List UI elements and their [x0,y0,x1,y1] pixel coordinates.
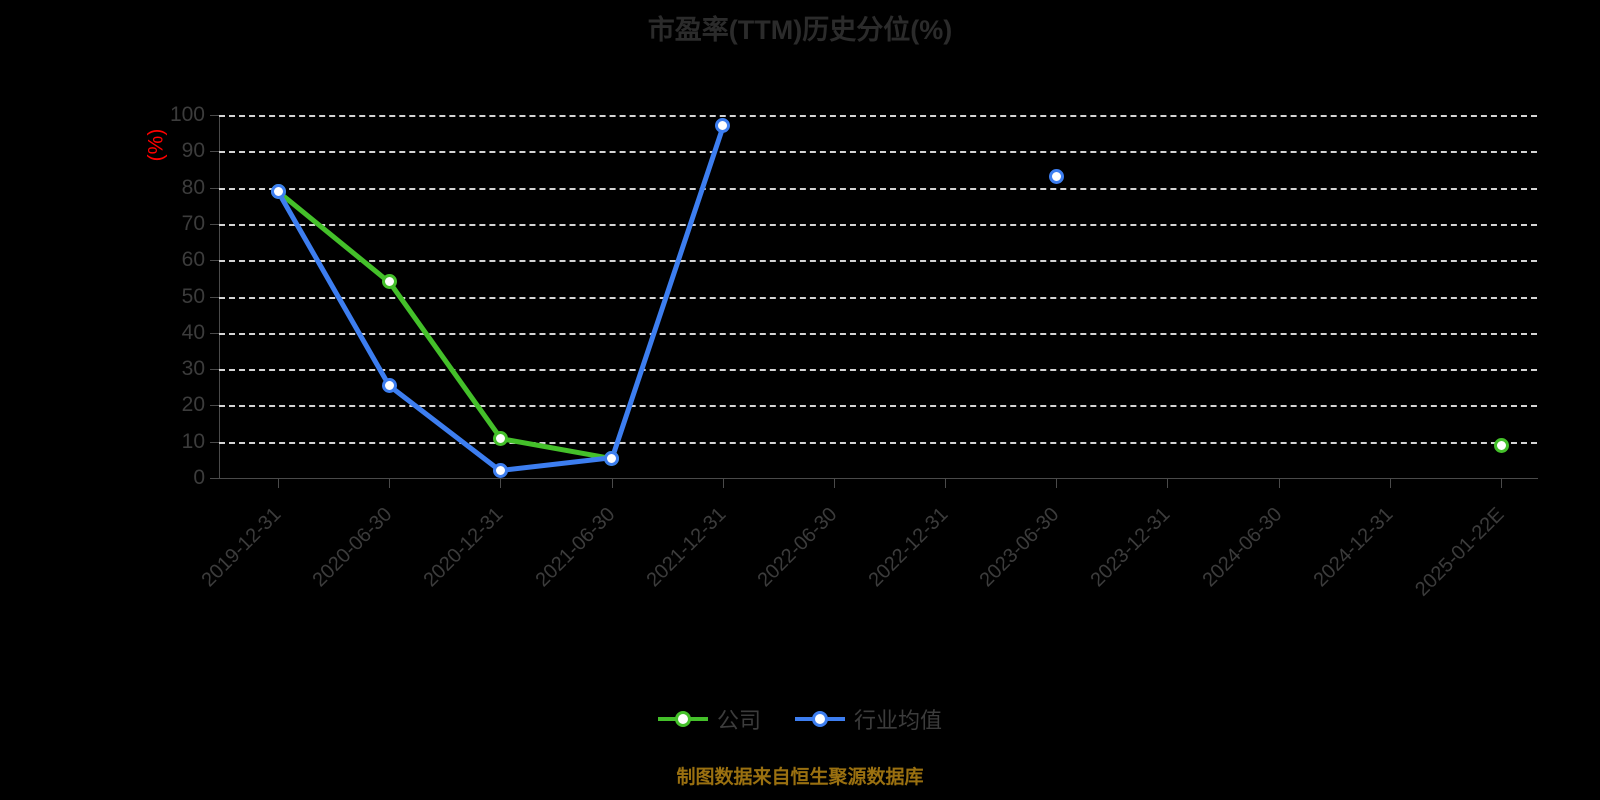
y-tick-label: 90 [181,139,205,163]
x-tick-label: 2022-12-31 [864,503,953,592]
gridline-60 [219,260,1537,263]
y-tick-mark [210,223,219,225]
y-tick-label: 20 [181,393,205,417]
y-tick-mark [210,478,219,479]
y-tick-mark [210,405,219,407]
x-tick-mark [945,479,947,488]
y-tick-mark [210,441,219,443]
y-tick-label: 70 [181,211,205,235]
page-title: 市盈率(TTM)历史分位(%) [647,15,953,45]
legend-item-0[interactable]: 公司 [657,703,761,735]
legend-item-1[interactable]: 行业均值 [795,703,942,735]
x-tick-label: 2024-12-31 [1309,503,1398,592]
x-tick-label: 2024-06-30 [1198,503,1287,592]
x-tick-label: 2019-12-31 [197,503,286,592]
x-tick-mark [500,479,502,488]
data-source-note: 制图数据来自恒生聚源数据库 [676,767,924,788]
legend-label: 行业均值 [854,708,943,733]
x-tick-mark [389,479,391,488]
x-tick-mark [278,479,279,488]
x-tick-label: 2020-12-31 [419,503,508,592]
gridline-20 [219,405,1537,408]
x-tick-mark [1056,479,1058,488]
legend-marker-icon [657,710,708,728]
gridline-50 [219,296,1537,299]
y-tick-label: 10 [181,429,205,453]
legend-marker-icon [795,710,845,728]
data-point-公司 [1493,437,1509,453]
y-tick-label: 0 [193,466,205,489]
y-tick-mark [210,187,219,189]
x-axis-line [219,478,1538,479]
data-point-行业均值 [1048,169,1064,185]
y-tick-label: 30 [181,357,205,381]
gridline-10 [219,441,1537,444]
gridline-70 [219,223,1537,226]
y-tick-mark [210,260,219,262]
x-tick-label: 2021-06-30 [531,503,619,592]
data-point-行业均值 [715,118,731,134]
gridline-40 [219,332,1537,335]
x-tick-label: 2021-12-31 [642,503,731,592]
x-tick-mark [833,479,835,488]
y-tick-mark [210,151,219,153]
y-tick-mark [210,369,219,371]
x-tick-mark [1389,479,1391,488]
plot-area [219,115,1537,478]
gridline-100 [219,115,1537,117]
x-tick-mark [1501,479,1502,488]
data-point-公司 [492,430,508,446]
chart-legend: 公司 行业均值 [0,703,1600,735]
x-tick-label: 2023-06-30 [975,503,1064,592]
data-point-行业均值 [270,183,286,199]
gridline-30 [219,369,1537,372]
data-point-公司 [381,274,397,290]
gridline-90 [219,151,1537,154]
x-tick-label: 2022-06-30 [753,503,842,592]
data-point-行业均值 [381,377,397,393]
y-tick-mark [210,115,219,116]
x-tick-mark [1278,479,1280,488]
x-tick-mark [1167,479,1169,488]
y-tick-label: 50 [181,284,205,308]
gridline-80 [219,187,1537,190]
y-tick-label: 40 [181,320,205,344]
x-tick-label: 2023-12-31 [1086,503,1175,592]
x-tick-mark [611,479,613,488]
y-tick-mark [210,296,219,298]
x-tick-label: 2020-06-30 [308,503,397,592]
legend-label: 公司 [716,708,761,733]
data-point-行业均值 [492,463,508,479]
data-point-行业均值 [604,450,620,466]
y-tick-label: 60 [181,248,205,272]
x-tick-label: 2025-01-22E [1411,503,1509,601]
y-tick-label: 100 [169,103,205,126]
y-tick-mark [210,332,219,334]
y-tick-label: 80 [181,175,205,199]
x-tick-mark [722,479,724,488]
